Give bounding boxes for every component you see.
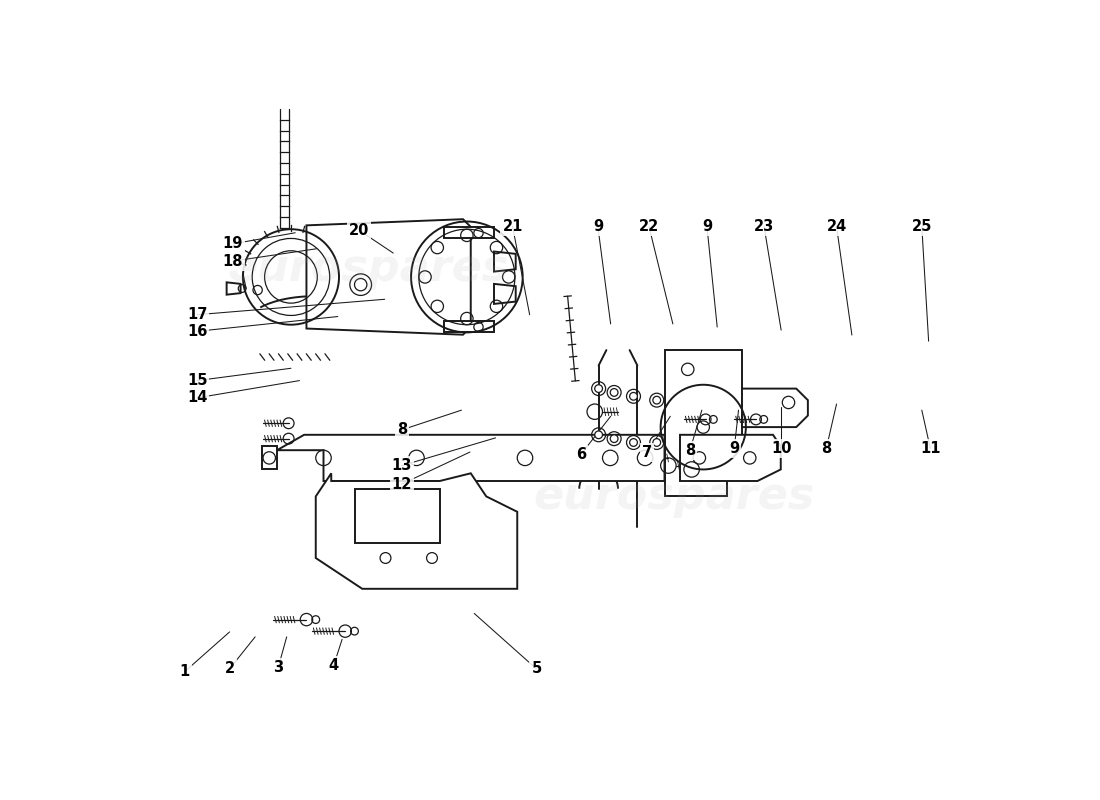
- Text: eurospares: eurospares: [534, 475, 815, 518]
- Text: 22: 22: [639, 219, 659, 234]
- Text: 23: 23: [754, 219, 774, 234]
- Text: 6: 6: [575, 447, 586, 462]
- Text: 25: 25: [912, 219, 932, 234]
- Polygon shape: [277, 435, 664, 481]
- Text: 15: 15: [187, 373, 208, 388]
- Circle shape: [610, 389, 618, 396]
- Circle shape: [653, 396, 661, 404]
- Circle shape: [629, 393, 637, 400]
- Text: 12: 12: [392, 477, 412, 491]
- Polygon shape: [316, 474, 517, 589]
- Text: 17: 17: [187, 307, 208, 322]
- Text: 9: 9: [702, 219, 712, 234]
- Circle shape: [629, 438, 637, 446]
- Polygon shape: [307, 219, 471, 334]
- Text: 24: 24: [826, 219, 847, 234]
- Text: 13: 13: [392, 458, 412, 473]
- Circle shape: [610, 434, 618, 442]
- Text: 5: 5: [531, 662, 541, 676]
- Text: 16: 16: [187, 324, 208, 339]
- Text: 4: 4: [329, 658, 339, 674]
- Circle shape: [653, 438, 661, 446]
- Text: 8: 8: [685, 442, 695, 458]
- Polygon shape: [494, 251, 516, 271]
- Polygon shape: [443, 227, 494, 238]
- Bar: [354, 489, 440, 542]
- Text: 18: 18: [222, 254, 243, 269]
- Text: 21: 21: [503, 219, 522, 234]
- Text: 1: 1: [179, 665, 189, 679]
- Polygon shape: [443, 321, 494, 332]
- Text: 11: 11: [920, 441, 940, 456]
- Text: 3: 3: [273, 660, 283, 675]
- Text: eurospares: eurospares: [227, 247, 508, 290]
- Circle shape: [595, 431, 603, 438]
- Text: 20: 20: [349, 222, 370, 238]
- Polygon shape: [227, 282, 241, 294]
- Polygon shape: [680, 435, 781, 481]
- Polygon shape: [262, 446, 277, 470]
- Text: 14: 14: [187, 390, 208, 406]
- Polygon shape: [742, 389, 807, 427]
- Text: 9: 9: [729, 441, 739, 456]
- Polygon shape: [664, 350, 742, 496]
- Text: 19: 19: [223, 236, 243, 251]
- Text: 10: 10: [771, 441, 791, 456]
- Text: 7: 7: [642, 445, 652, 459]
- Text: 8: 8: [822, 441, 832, 456]
- Polygon shape: [494, 284, 516, 304]
- Text: 8: 8: [397, 422, 407, 438]
- Text: 9: 9: [593, 219, 603, 234]
- Text: 2: 2: [224, 662, 234, 676]
- Circle shape: [595, 385, 603, 393]
